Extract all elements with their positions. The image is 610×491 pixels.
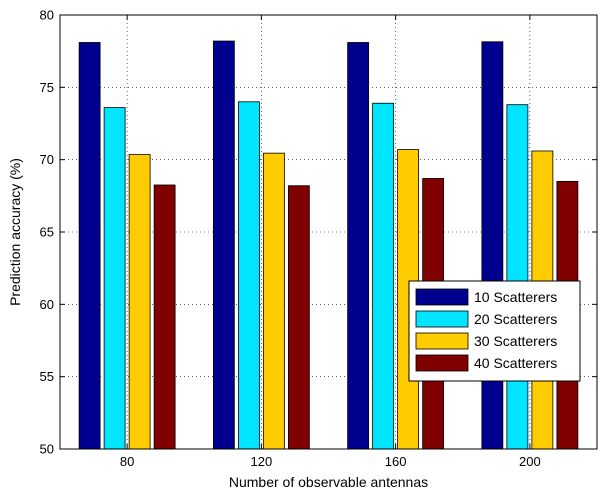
bar-10-scatterers	[481, 41, 504, 450]
y-tick-label: 75	[40, 80, 54, 95]
y-tick-label: 60	[40, 297, 54, 312]
grid-lines	[60, 15, 597, 449]
bar-20-scatterers	[237, 101, 260, 450]
legend-label: 30 Scatterers	[474, 333, 557, 349]
bar-30-scatterers	[128, 154, 151, 450]
legend: 10 Scatterers 20 Scatterers 30 Scatterers 4…	[408, 280, 581, 382]
x-tick-label: 80	[120, 454, 134, 469]
axis-ticks: 80 120 160 200 50 55 60 65 70 75 80	[40, 8, 597, 469]
y-tick-label: 70	[40, 152, 54, 167]
x-axis-label: Number of observable antennas	[229, 474, 428, 490]
x-tick-label: 200	[519, 454, 541, 469]
y-axis-label: Prediction accuracy (%)	[7, 158, 23, 306]
y-tick-label: 80	[40, 8, 54, 23]
bar-20-scatterers	[506, 104, 529, 450]
legend-swatch	[415, 288, 469, 306]
legend-swatch	[415, 354, 469, 372]
y-tick-label: 50	[40, 442, 54, 457]
y-tick-label: 55	[40, 369, 54, 384]
bar-10-scatterers	[347, 42, 370, 450]
legend-label: 20 Scatterers	[474, 311, 557, 327]
bar-40-scatterers	[153, 184, 176, 450]
bar-30-scatterers	[262, 152, 285, 450]
x-tick-label: 160	[385, 454, 407, 469]
y-tick-label: 65	[40, 225, 54, 240]
x-tick-label: 120	[251, 454, 273, 469]
legend-swatch	[415, 332, 469, 350]
bar-40-scatterers	[287, 185, 310, 450]
bar-20-scatterers	[372, 102, 395, 450]
bar-20-scatterers	[103, 107, 126, 450]
bar-10-scatterers	[212, 40, 235, 450]
legend-label: 40 Scatterers	[474, 355, 557, 371]
legend-swatch	[415, 310, 469, 328]
bar-10-scatterers	[78, 42, 101, 450]
legend-label: 10 Scatterers	[474, 289, 557, 305]
